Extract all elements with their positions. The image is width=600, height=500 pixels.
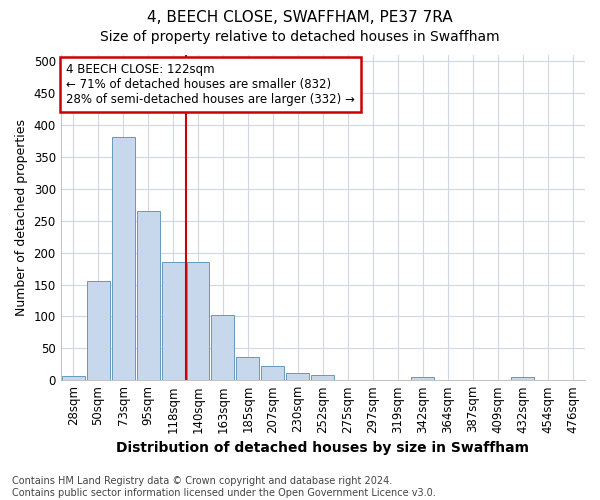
Bar [236,356,259,380]
Bar [511,377,534,380]
X-axis label: Distribution of detached houses by size in Swaffham: Distribution of detached houses by size … [116,441,529,455]
Bar [62,376,85,380]
Text: 4 BEECH CLOSE: 122sqm
← 71% of detached houses are smaller (832)
28% of semi-det: 4 BEECH CLOSE: 122sqm ← 71% of detached … [66,63,355,106]
Bar [311,375,334,380]
Bar [262,366,284,380]
Bar [161,262,185,380]
Bar [86,282,110,380]
Text: Contains HM Land Registry data © Crown copyright and database right 2024.
Contai: Contains HM Land Registry data © Crown c… [12,476,436,498]
Bar [137,211,160,380]
Y-axis label: Number of detached properties: Number of detached properties [15,119,28,316]
Bar [286,372,310,380]
Bar [187,262,209,380]
Bar [112,136,134,380]
Bar [211,314,235,380]
Text: 4, BEECH CLOSE, SWAFFHAM, PE37 7RA: 4, BEECH CLOSE, SWAFFHAM, PE37 7RA [147,10,453,25]
Bar [411,377,434,380]
Text: Size of property relative to detached houses in Swaffham: Size of property relative to detached ho… [100,30,500,44]
